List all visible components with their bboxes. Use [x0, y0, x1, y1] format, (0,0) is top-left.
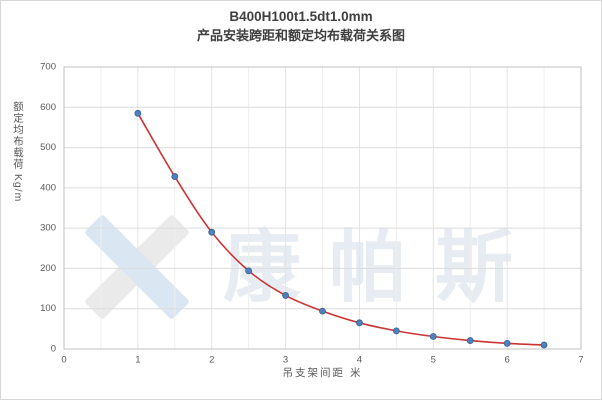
plot-border	[63, 66, 582, 350]
chart-title-line1: B400H100t1.5dt1.0mm	[229, 9, 373, 24]
y-axis-label: 额定均布载荷 Kg/m	[12, 101, 24, 203]
y-tick-label: 100	[40, 303, 56, 314]
x-tick-label: 1	[135, 354, 140, 365]
chart-title: B400H100t1.5dt1.0mm 产品安装跨距和额定均布载荷关系图	[1, 8, 601, 45]
data-point-marker	[134, 109, 142, 117]
data-point-marker	[356, 319, 363, 327]
trend-line	[137, 112, 545, 346]
data-point-marker	[208, 228, 216, 236]
y-tick-label: 300	[40, 223, 56, 234]
x-tick-label: 4	[357, 354, 362, 365]
x-tick-label: 5	[431, 354, 436, 365]
x-tick-label: 0	[61, 354, 66, 365]
y-tick-label: 0	[51, 344, 56, 355]
x-tick-label: 6	[504, 354, 509, 365]
y-tick-label: 500	[40, 142, 56, 153]
y-tick-label: 400	[40, 182, 56, 193]
data-point-marker	[429, 333, 437, 340]
x-tick-label: 7	[578, 354, 583, 365]
x-tick-label: 2	[209, 354, 214, 365]
y-tick-label: 200	[40, 263, 56, 274]
data-point-marker	[466, 337, 474, 344]
y-tick-label: 700	[40, 62, 56, 73]
data-point-marker	[540, 341, 548, 349]
y-tick-label: 600	[40, 102, 56, 113]
data-point-marker	[245, 267, 253, 275]
x-tick-label: 3	[283, 354, 288, 365]
data-point-marker	[392, 327, 400, 335]
data-point-marker	[282, 292, 289, 299]
chart-title-line2: 产品安装跨距和额定均布载荷关系图	[196, 27, 405, 43]
data-point-marker	[503, 339, 511, 347]
data-point-marker	[171, 173, 179, 180]
data-point-marker	[319, 307, 326, 315]
x-axis-label: 吊支架间距 米	[282, 367, 363, 379]
